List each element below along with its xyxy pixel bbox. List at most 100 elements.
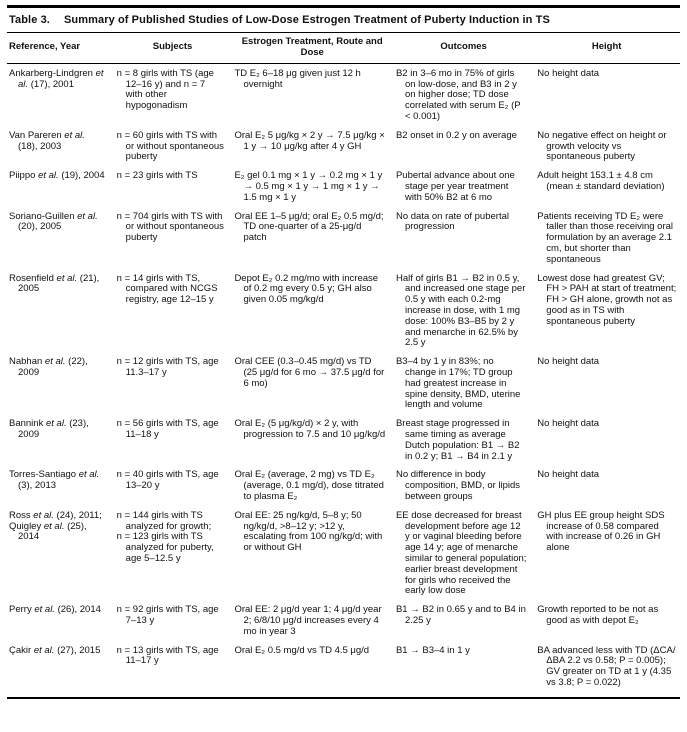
cell-outcomes: No difference in body composition, BMD, … bbox=[394, 469, 535, 510]
cell-height: No height data bbox=[535, 470, 680, 510]
outcomes-text: B3–4 by 1 y in 83%; no change in 17%; TD… bbox=[395, 356, 521, 411]
cell-height: No height data bbox=[535, 356, 680, 419]
estrogen-text: Oral EE 1–5 μg/d; oral E₂ 0.5 mg/d; TD o… bbox=[234, 210, 384, 244]
ref-authors: Ross bbox=[9, 509, 31, 521]
estrogen-text: Oral E₂ 5 μg/kg × 2 y → 7.5 μg/kg × 1 y … bbox=[234, 129, 385, 152]
table-row: Perry et al. (26), 2014 n = 92 girls wit… bbox=[7, 604, 680, 645]
table-caption: Table 3. Summary of Published Studies of … bbox=[7, 8, 680, 33]
cell-reference: Soriano-Guillen et al. (20), 2005 bbox=[7, 210, 115, 274]
subjects-text: n = 14 girls with TS, compared with NCGS… bbox=[116, 272, 218, 306]
ref-citation: (20), 2005 bbox=[18, 221, 62, 233]
height-text: GH plus EE group height SDS increase of … bbox=[537, 509, 665, 554]
cell-reference: Rosenfield et al. (21), 2005 bbox=[7, 272, 115, 358]
ref-authors: Çakir bbox=[9, 644, 32, 656]
ref-etal: et al. bbox=[38, 170, 59, 182]
cell-reference: Van Pareren et al. (18), 2003 bbox=[7, 130, 115, 171]
estrogen-text: E₂ gel 0.1 mg × 1 y → 0.2 mg × 1 y → 0.5… bbox=[234, 170, 383, 203]
ref-etal: et al. bbox=[78, 469, 100, 481]
estrogen-text: Depot E₂ 0.2 mg/mo with increase of 0.2 … bbox=[234, 272, 379, 306]
outcomes-text: No data on rate of pubertal progression bbox=[395, 210, 509, 233]
cell-height: GH plus EE group height SDS increase of … bbox=[535, 509, 680, 605]
table-row: Rosenfield et al. (21), 2005 n = 14 girl… bbox=[7, 272, 680, 358]
estrogen-text: Oral EE: 2 μg/d year 1; 4 μg/d year 2; 6… bbox=[234, 604, 382, 637]
cell-height: No height data bbox=[535, 418, 680, 470]
table3: Reference, Year Subjects Estrogen Treatm… bbox=[7, 33, 680, 699]
cell-subjects: n = 12 girls with TS, age 11.3–17 y bbox=[115, 356, 233, 419]
cell-reference: Piippo et al. (19), 2004 bbox=[7, 170, 115, 211]
cell-outcomes: B1 → B3–4 in 1 y bbox=[394, 644, 535, 698]
subjects-text: n = 92 girls with TS, age 7–13 y bbox=[116, 604, 219, 626]
cell-height: Lowest dose had greatest GV; FH > PAH at… bbox=[535, 272, 680, 358]
col-header-height: Height bbox=[535, 33, 680, 64]
cell-estrogen: Oral E₂ 0.5 mg/d vs TD 4.5 μg/d bbox=[232, 644, 394, 698]
cell-subjects: n = 92 girls with TS, age 7–13 y bbox=[115, 604, 233, 645]
cell-estrogen: Oral EE: 2 μg/d year 1; 4 μg/d year 2; 6… bbox=[232, 604, 394, 645]
height-text: Adult height 153.1 ± 4.8 cm (mean ± stan… bbox=[537, 170, 665, 193]
ref-authors: Ankarberg-Lindgren bbox=[9, 67, 93, 79]
height-text: Patients receiving TD E₂ were taller tha… bbox=[537, 210, 674, 265]
ref-authors: Bannink bbox=[9, 418, 44, 430]
cell-reference: Ross et al. (24), 2011; Quigley et al. (… bbox=[7, 509, 115, 605]
ref-etal: et al. bbox=[34, 604, 55, 616]
cell-outcomes: B3–4 by 1 y in 83%; no change in 17%; TD… bbox=[394, 356, 535, 419]
cell-estrogen: Oral E₂ (5 μg/kg/d) × 2 y, with progress… bbox=[232, 418, 394, 470]
estrogen-text: Oral E₂ 0.5 mg/d vs TD 4.5 μg/d bbox=[234, 644, 370, 656]
subjects-text: n = 23 girls with TS bbox=[116, 170, 198, 182]
cell-outcomes: Half of girls B1 → B2 in 0.5 y, and incr… bbox=[394, 272, 535, 358]
ref-citation: (21), 2005 bbox=[18, 272, 100, 295]
subjects-text: n = 123 girls with TS analyzed for puber… bbox=[116, 531, 214, 564]
table-row: Torres-Santiago et al. (3), 2013 n = 40 … bbox=[7, 469, 680, 510]
table-header: Reference, Year Subjects Estrogen Treatm… bbox=[7, 33, 680, 64]
cell-subjects: n = 23 girls with TS bbox=[115, 170, 233, 211]
cell-height: Adult height 153.1 ± 4.8 cm (mean ± stan… bbox=[535, 170, 680, 211]
subjects-text: n = 8 girls with TS (age 12–16 y) and n … bbox=[116, 67, 214, 112]
cell-estrogen: Oral EE: 25 ng/kg/d, 5–8 y; 50 ng/kg/d, … bbox=[232, 509, 394, 605]
ref-etal: et al. bbox=[44, 356, 66, 368]
outcomes-text: Breast stage progressed in same timing a… bbox=[395, 418, 520, 462]
outcomes-text: B1 → B3–4 in 1 y bbox=[395, 644, 470, 656]
height-text: No height data bbox=[537, 67, 600, 79]
estrogen-text: Oral E₂ (average, 2 mg) vs TD E₂ (averag… bbox=[234, 469, 384, 502]
ref-etal: et al. bbox=[33, 509, 54, 521]
ref-citation: (19), 2004 bbox=[61, 170, 105, 182]
estrogen-text: Oral EE: 25 ng/kg/d, 5–8 y; 50 ng/kg/d, … bbox=[234, 509, 383, 554]
cell-height: Patients receiving TD E₂ were taller tha… bbox=[535, 210, 680, 274]
cell-reference: Torres-Santiago et al. (3), 2013 bbox=[7, 469, 115, 510]
cell-outcomes: B2 in 3–6 mo in 75% of girls on low-dose… bbox=[394, 63, 535, 130]
col-header-subjects: Subjects bbox=[114, 33, 233, 64]
col-header-reference-year: Reference, Year bbox=[7, 33, 115, 64]
ref-authors: Perry bbox=[9, 604, 32, 616]
subjects-text: n = 704 girls with TS with or without sp… bbox=[116, 210, 224, 244]
ref-citation: (25), 2014 bbox=[18, 520, 87, 543]
cell-outcomes: No data on rate of pubertal progression bbox=[394, 210, 535, 274]
height-text: No height data bbox=[537, 418, 600, 430]
outcomes-text: No difference in body composition, BMD, … bbox=[395, 469, 521, 502]
outcomes-text: EE dose decreased for breast development… bbox=[395, 509, 527, 597]
cell-subjects: n = 13 girls with TS, age 11–17 y bbox=[115, 645, 233, 698]
ref-authors: Soriano-Guillen bbox=[9, 210, 75, 222]
ref-etal: et al. bbox=[56, 272, 78, 284]
height-text: Growth reported to be not as good as wit… bbox=[537, 604, 659, 626]
height-text: No negative effect on height or growth v… bbox=[537, 129, 667, 163]
subjects-text: n = 60 girls with TS with or without spo… bbox=[116, 129, 224, 163]
ref-authors: Nabhan bbox=[9, 356, 43, 368]
outcomes-text: Half of girls B1 → B2 in 0.5 y, and incr… bbox=[395, 272, 526, 349]
ref-citation: (18), 2003 bbox=[18, 140, 62, 152]
table-title: Summary of Published Studies of Low-Dose… bbox=[63, 14, 550, 26]
cell-height: Growth reported to be not as good as wit… bbox=[535, 604, 680, 645]
table-row: Çakir et al. (27), 2015 n = 13 girls wit… bbox=[7, 644, 680, 698]
estrogen-text: Oral E₂ (5 μg/kg/d) × 2 y, with progress… bbox=[234, 418, 386, 440]
height-text: Lowest dose had greatest GV; FH > PAH at… bbox=[537, 272, 677, 327]
ref-citation: (24), 2011; bbox=[56, 509, 102, 521]
table-row: Bannink et al. (23), 2009 n = 56 girls w… bbox=[7, 418, 680, 470]
cell-reference: Çakir et al. (27), 2015 bbox=[7, 644, 115, 698]
ref-etal: et al. bbox=[45, 418, 67, 430]
subjects-text: n = 12 girls with TS, age 11.3–17 y bbox=[116, 356, 219, 378]
cell-estrogen: TD E₂ 6–18 μg given just 12 h overnight bbox=[232, 63, 394, 130]
table-row: Ankarberg-Lindgren et al. (17), 2001 n =… bbox=[7, 63, 680, 130]
table-row: Van Pareren et al. (18), 2003 n = 60 gir… bbox=[7, 129, 680, 171]
outcomes-text: B1 → B2 in 0.65 y and to B4 in 2.25 y bbox=[395, 604, 526, 626]
table-row: Ross et al. (24), 2011; Quigley et al. (… bbox=[7, 509, 680, 605]
cell-estrogen: E₂ gel 0.1 mg × 1 y → 0.2 mg × 1 y → 0.5… bbox=[232, 170, 394, 211]
